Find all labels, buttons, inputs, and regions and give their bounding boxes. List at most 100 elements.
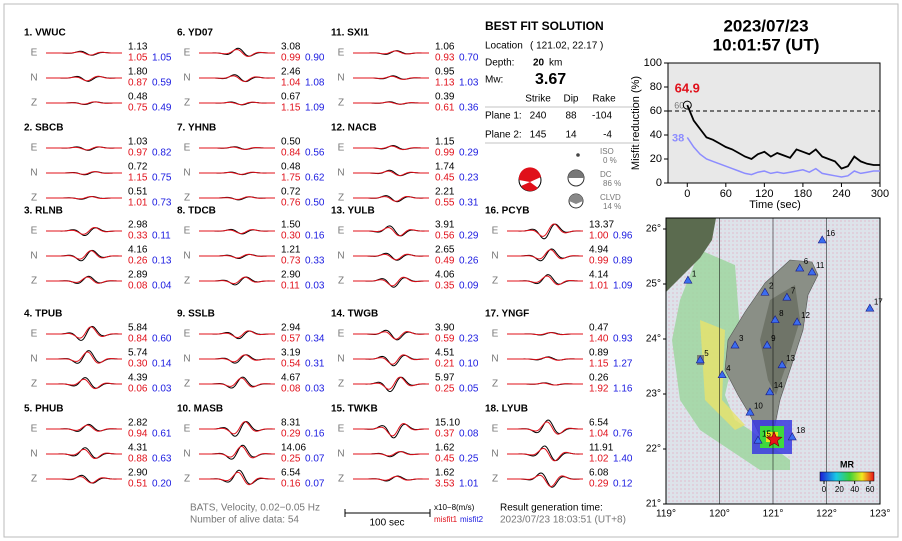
plane-rake: -4 — [603, 130, 612, 141]
waveform-synthetic — [353, 331, 430, 340]
component: N — [491, 354, 498, 365]
misfit2: 0.75 — [152, 173, 172, 184]
misfit2: 0.93 — [613, 334, 633, 345]
amplitude: 3.90 — [435, 323, 455, 334]
waveform-synthetic — [46, 276, 123, 284]
misfit2: 0.29 — [459, 148, 479, 159]
amplitude: 3.19 — [281, 348, 301, 359]
station-marker — [807, 267, 817, 276]
component: E — [184, 143, 191, 154]
waveform-synthetic — [46, 196, 122, 200]
misfit2: 0.23 — [459, 173, 479, 184]
misfit2: 0.29 — [459, 231, 479, 242]
misfit1: 0.29 — [281, 429, 301, 440]
amplitude: 8.31 — [281, 418, 301, 429]
component: Z — [31, 276, 37, 287]
units: x10−8(m/s) — [434, 503, 475, 512]
plane-dip: 88 — [565, 111, 577, 122]
misfit2: 0.33 — [305, 256, 325, 267]
misfit2: 0.82 — [152, 148, 172, 159]
amplitude: 1.15 — [435, 137, 455, 148]
mw-label: Mw: — [485, 75, 503, 86]
misfit1: 0.33 — [128, 231, 148, 242]
component: Z — [338, 193, 344, 204]
amplitude: 14.06 — [281, 443, 306, 454]
amplitude: 13.37 — [589, 220, 614, 231]
waveform-synthetic — [199, 196, 275, 200]
waveform-observed — [46, 350, 123, 364]
colorbar-tick-label: 0 — [822, 485, 827, 494]
misfit2: 0.03 — [305, 384, 325, 395]
amplitude: 1.03 — [128, 137, 148, 148]
amplitude: 0.72 — [128, 162, 148, 173]
misfit2: 0.73 — [152, 198, 172, 209]
best-marker — [682, 100, 692, 110]
component: Z — [184, 379, 190, 390]
plane-strike: 240 — [530, 111, 547, 122]
waveform-observed — [507, 419, 583, 434]
component: N — [30, 251, 37, 262]
amplitude: 6.54 — [281, 468, 301, 479]
station-name: 5. PHUB — [24, 404, 63, 415]
amplitude: 1.13 — [128, 42, 148, 53]
misfit1: 0.94 — [128, 429, 148, 440]
waveform-synthetic — [507, 356, 583, 361]
component: N — [30, 73, 37, 84]
misfit2: 0.56 — [305, 148, 325, 159]
x-tick-label: 300 — [871, 188, 889, 200]
station-name: 18. LYUB — [485, 404, 528, 415]
waveform-synthetic — [199, 354, 276, 363]
beachball — [518, 167, 542, 192]
event-date: 2023/07/23 — [723, 16, 808, 35]
waveform-synthetic — [353, 423, 429, 437]
misfit1: 0.73 — [281, 256, 301, 267]
station-label: 2 — [769, 281, 774, 290]
component: E — [338, 329, 345, 340]
amplitude: 4.16 — [128, 245, 148, 256]
misfit2: 0.20 — [152, 479, 172, 490]
component: N — [337, 73, 344, 84]
solution-title: BEST FIT SOLUTION — [485, 19, 604, 33]
amplitude: 4.51 — [435, 348, 455, 359]
amplitude: 0.26 — [589, 373, 609, 384]
waveform-synthetic — [353, 101, 430, 105]
x-tick-label: 60 — [720, 188, 732, 200]
y-axis-label: Misfit reduction (%) — [630, 76, 642, 170]
station-marker — [695, 355, 705, 364]
station-name: 8. TDCB — [177, 206, 216, 217]
waveform-observed — [46, 423, 122, 432]
misfit1: 0.88 — [128, 454, 148, 465]
plane-dip: 14 — [565, 130, 577, 141]
depth: 20 — [533, 58, 545, 69]
amplitude: 15.10 — [435, 418, 460, 429]
misfit1: 0.08 — [281, 384, 301, 395]
waveform-synthetic — [46, 250, 123, 260]
misfit2: 0.70 — [459, 53, 479, 64]
waveform-synthetic — [507, 382, 584, 386]
method: BATS, Velocity, 0.02−0.05 Hz — [190, 503, 320, 514]
station-label: 18 — [796, 426, 805, 435]
misfit2: 0.13 — [152, 256, 172, 267]
waveform-synthetic — [46, 326, 123, 339]
waveform-synthetic — [199, 377, 275, 388]
amplitude: 1.06 — [435, 42, 455, 53]
misfit2: 1.16 — [613, 384, 633, 395]
station-label: 3 — [739, 334, 744, 343]
misfit2: 0.34 — [305, 334, 325, 345]
waveform-synthetic — [46, 378, 122, 390]
component: Z — [338, 379, 344, 390]
waveform-synthetic — [199, 48, 276, 57]
misfit1: 1.92 — [589, 384, 609, 395]
misfit1: 1.04 — [589, 429, 609, 440]
misfit1: 0.57 — [281, 334, 301, 345]
waveform-synthetic — [353, 75, 429, 80]
misfit1: 0.51 — [128, 479, 148, 490]
clvd-icon — [568, 193, 584, 209]
waveform-synthetic — [199, 445, 275, 459]
component: Z — [184, 98, 190, 109]
misfit2: 0.10 — [459, 359, 479, 370]
component: E — [31, 226, 38, 237]
misfit1: 0.06 — [128, 384, 148, 395]
waveform-synthetic — [199, 229, 275, 234]
colorbar — [819, 471, 875, 482]
